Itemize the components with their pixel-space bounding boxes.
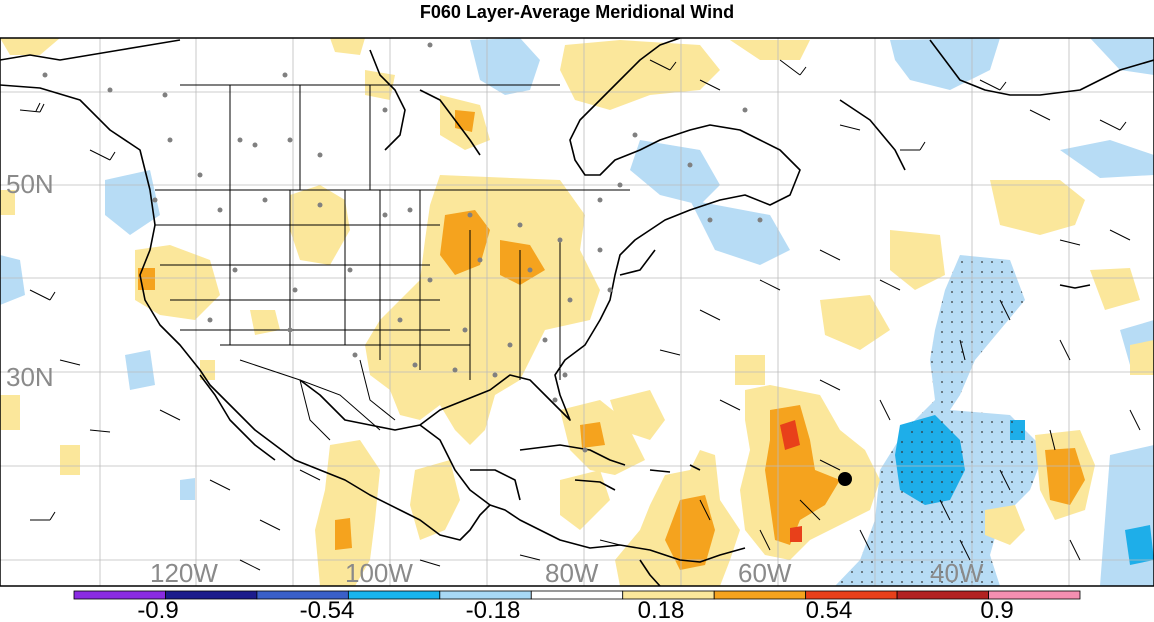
colorbar-swatch (896, 590, 989, 600)
lat-label-50n: 50N (6, 169, 54, 199)
colorbar-label: -0.9 (137, 597, 178, 622)
lon-label-120w: 120W (150, 558, 218, 588)
graticule (0, 38, 1154, 586)
map-panel: 50N 30N 120W 100W 80W 60W 40W (0, 38, 1154, 588)
borders (155, 84, 630, 441)
colorbar-swatch (165, 590, 258, 600)
colorbar-label: -0.18 (466, 597, 521, 622)
lon-label-40w: 40W (930, 558, 984, 588)
lat-label-30n: 30N (6, 362, 54, 392)
colorbar-label: 0.9 (980, 597, 1013, 622)
colorbar-swatch (713, 590, 807, 600)
lon-label-100w: 100W (345, 558, 413, 588)
colorbar-swatch (988, 590, 1081, 600)
station-dots (42, 42, 763, 453)
red-shading (780, 420, 802, 542)
lon-label-80w: 80W (545, 558, 599, 588)
colorbar-swatch (530, 590, 624, 600)
colorbar-label: 0.18 (638, 597, 685, 622)
location-marker (838, 472, 852, 486)
lon-label-60w: 60W (738, 558, 792, 588)
chart-title: F060 Layer-Average Meridional Wind (419, 2, 735, 22)
colorbar-label: 0.54 (806, 597, 853, 622)
map-frame (0, 37, 1154, 587)
colorbar-label: -0.54 (300, 597, 355, 622)
coastlines (0, 38, 1154, 586)
wind-barbs (19, 59, 1141, 571)
colorbar-swatch (347, 590, 441, 600)
colorbar: -0.9 -0.54 -0.18 0.18 0.54 0.9 (73, 590, 1081, 622)
